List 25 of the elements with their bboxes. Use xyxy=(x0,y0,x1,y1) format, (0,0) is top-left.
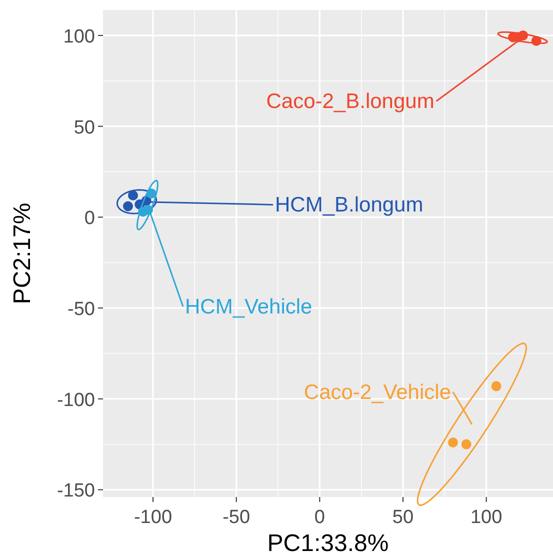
series-label: Caco-2_Vehicle xyxy=(304,380,451,404)
point xyxy=(491,381,502,392)
point xyxy=(518,30,528,40)
point xyxy=(146,188,156,199)
point xyxy=(461,439,472,450)
point xyxy=(448,437,458,448)
y-tick-label: 0 xyxy=(84,208,95,230)
y-tick-label: -100 xyxy=(56,390,95,411)
x-tick-label: 0 xyxy=(314,507,325,528)
y-tick-label: -50 xyxy=(68,299,95,320)
point xyxy=(123,201,133,212)
y-tick-label: 100 xyxy=(63,26,95,48)
y-axis-title: PC2:17% xyxy=(9,202,36,304)
x-tick-label: 100 xyxy=(470,507,502,528)
text: HCM_Vehicle xyxy=(185,295,312,318)
text: Caco-2_B.longum xyxy=(266,90,434,114)
x-tick-label: -50 xyxy=(222,507,250,528)
x-tick-label: 50 xyxy=(392,507,414,528)
x-tick-label: -100 xyxy=(134,507,172,528)
point xyxy=(531,36,542,46)
text: HCM_B.longum xyxy=(275,194,424,217)
x-axis-title: PC1:33.8% xyxy=(267,530,389,557)
point xyxy=(128,190,138,200)
y-tick-label: -150 xyxy=(56,480,95,502)
y-tick-label: 50 xyxy=(74,117,95,138)
